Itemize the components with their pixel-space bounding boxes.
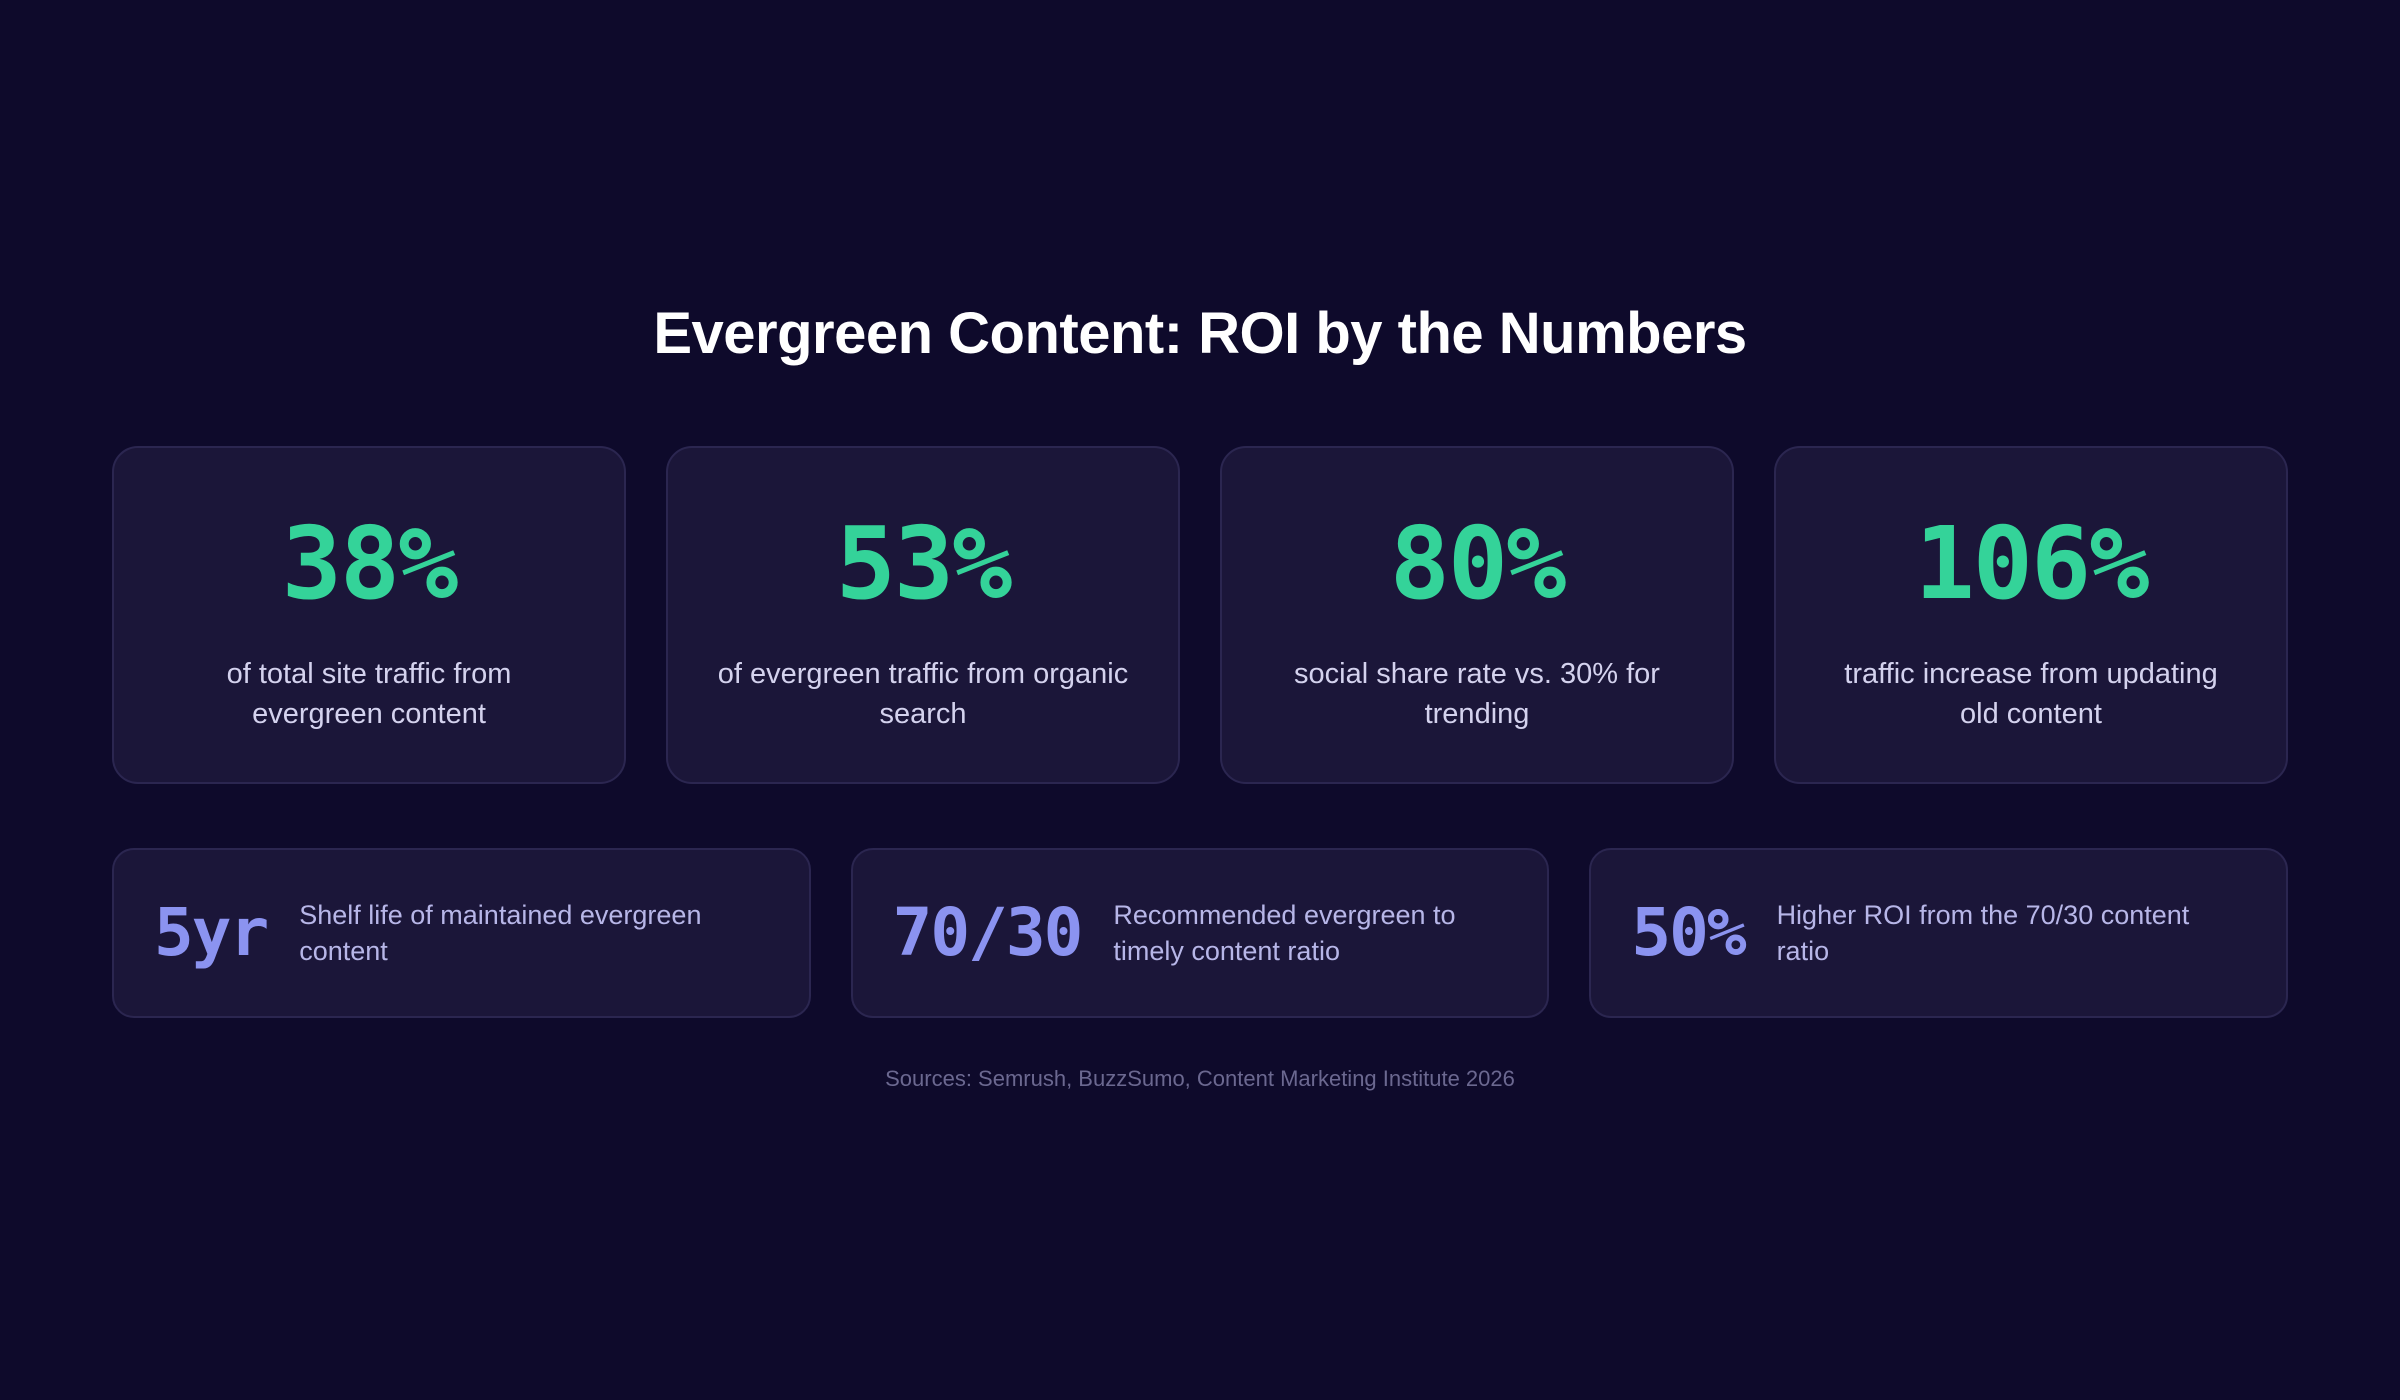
stat-label: of total site traffic from evergreen con… <box>226 658 512 730</box>
stat-label: social share rate vs. 30% for trending <box>1294 658 1660 730</box>
stat-value: 50% <box>1631 894 1746 971</box>
bottom-stats-row: 5yr Shelf life of maintained evergreen c… <box>112 848 2289 1018</box>
stat-card-organic-search: 53% of evergreen traffic from organic se… <box>666 446 1180 784</box>
stat-card-shelf-life: 5yr Shelf life of maintained evergreen c… <box>112 848 811 1018</box>
stat-label: Recommended evergreen to timely content … <box>1113 900 1456 966</box>
page-title: Evergreen Content: ROI by the Numbers <box>653 301 1747 366</box>
top-stats-row: 38% of total site traffic from evergreen… <box>112 446 2288 784</box>
stat-value: 80% <box>1389 505 1567 622</box>
stat-label: traffic increase from updating old conte… <box>1844 658 2218 730</box>
sources-footnote: Sources: Semrush, BuzzSumo, Content Mark… <box>885 1066 1515 1091</box>
stat-card-social-share: 80% social share rate vs. 30% for trendi… <box>1220 446 1734 784</box>
stat-value: 38% <box>281 505 459 622</box>
stat-value: 53% <box>835 505 1013 622</box>
stat-value: 5yr <box>154 894 269 971</box>
stat-label: of evergreen traffic from organic search <box>717 658 1129 730</box>
stat-card-site-traffic: 38% of total site traffic from evergreen… <box>112 446 626 784</box>
stat-value: 70/30 <box>892 894 1084 971</box>
stat-card-content-ratio: 70/30 Recommended evergreen to timely co… <box>850 848 1550 1018</box>
stat-card-higher-roi: 50% Higher ROI from the 70/30 content ra… <box>1589 848 2289 1018</box>
stat-card-traffic-increase: 106% traffic increase from updating old … <box>1774 446 2288 784</box>
stat-label: Higher ROI from the 70/30 content ratio <box>1776 900 2190 966</box>
stat-value: 106% <box>1914 505 2150 622</box>
stat-label: Shelf life of maintained evergreen conte… <box>299 900 702 966</box>
